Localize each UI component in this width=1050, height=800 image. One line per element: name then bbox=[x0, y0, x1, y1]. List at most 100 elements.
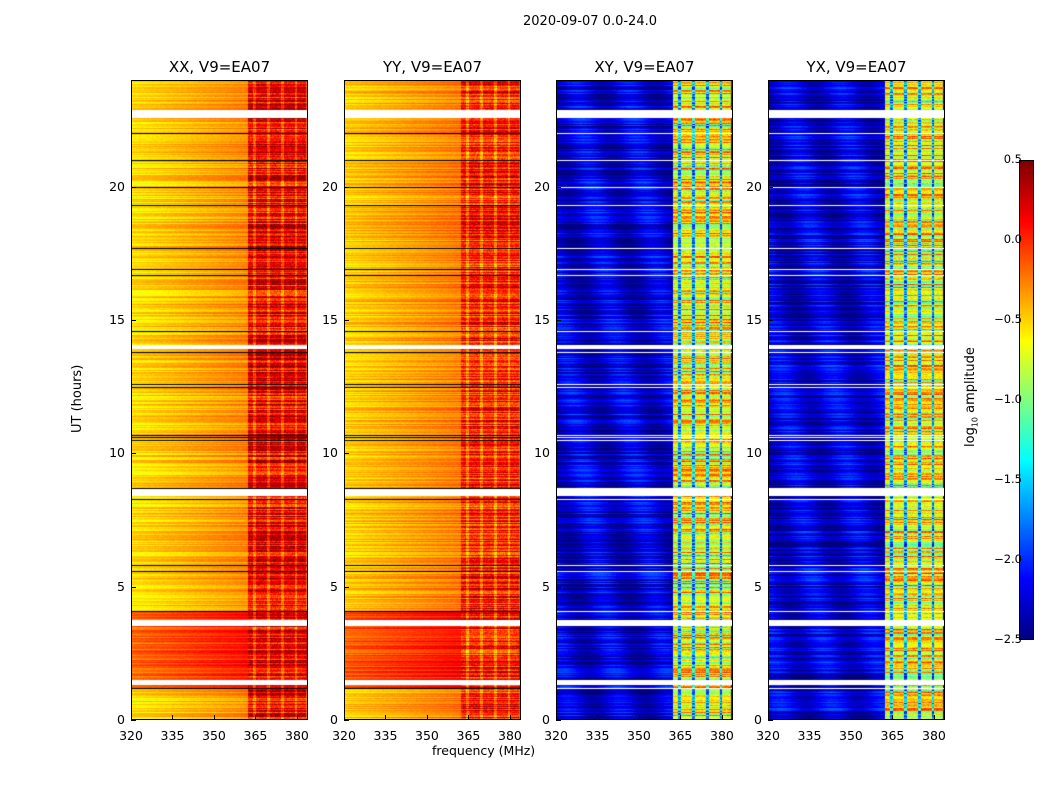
heatmap-panel: XX, V9=EA07 320 335 350 365 380 0 5 10 15 20 bbox=[109, 58, 309, 743]
x-tick-label: 320 bbox=[756, 728, 780, 743]
y-tick-label: 20 bbox=[109, 178, 125, 194]
x-tick-label: 365 bbox=[243, 728, 268, 743]
y-tick-mark bbox=[344, 186, 349, 188]
y-tick-label: 15 bbox=[322, 312, 338, 327]
heatmap-panel: XY, V9=EA07 320 335 350 365 380 0 5 10 15 20 bbox=[534, 58, 734, 743]
y-tick-label: 10 bbox=[109, 445, 125, 461]
x-tick-label: 350 bbox=[627, 728, 651, 743]
colorbar-tick-label: 0.0 bbox=[1003, 232, 1022, 246]
x-tick-label: 380 bbox=[285, 728, 309, 743]
x-tick-label: 335 bbox=[797, 728, 822, 743]
x-tick-label: 335 bbox=[160, 728, 185, 743]
y-tick-mark bbox=[768, 453, 773, 455]
y-tick-label: 10 bbox=[746, 445, 762, 461]
x-tick-mark bbox=[892, 715, 894, 720]
heatmap-image bbox=[344, 80, 521, 720]
x-tick-label: 350 bbox=[415, 728, 439, 743]
colorbar-label: log10 amplitude bbox=[963, 347, 980, 447]
colorbar-label-sub: 10 bbox=[970, 416, 980, 428]
y-tick-mark bbox=[131, 586, 136, 588]
y-tick-label: 5 bbox=[117, 578, 125, 594]
y-tick-mark bbox=[131, 720, 136, 721]
x-tick-label: 380 bbox=[922, 728, 946, 743]
x-tick-mark bbox=[255, 715, 257, 720]
x-tick-mark bbox=[809, 715, 811, 720]
y-tick-mark bbox=[131, 453, 136, 455]
y-tick-mark bbox=[344, 453, 349, 455]
colorbar-tick-label: 0.5 bbox=[1003, 152, 1022, 166]
x-tick-mark bbox=[850, 715, 852, 720]
heatmap-panel: YX, V9=EA07 320 335 350 365 380 0 5 10 15 20 bbox=[746, 58, 946, 743]
y-tick-label: 15 bbox=[746, 312, 762, 327]
panel-title: YY, V9=EA07 bbox=[382, 58, 483, 76]
y-tick-label: 15 bbox=[534, 312, 550, 327]
x-tick-label: 335 bbox=[585, 728, 610, 743]
colorbar-tick-label: −0.5 bbox=[994, 312, 1022, 326]
panel-title: XX, V9=EA07 bbox=[168, 58, 271, 76]
y-tick-mark bbox=[556, 586, 561, 588]
x-tick-mark bbox=[933, 715, 935, 720]
y-tick-label: 10 bbox=[534, 445, 550, 461]
x-tick-label: 380 bbox=[710, 728, 734, 743]
x-tick-label: 365 bbox=[668, 728, 693, 743]
x-tick-mark bbox=[556, 715, 557, 720]
y-tick-label: 5 bbox=[542, 578, 550, 594]
y-tick-mark bbox=[556, 453, 561, 455]
y-tick-label: 0 bbox=[330, 712, 338, 727]
x-tick-mark bbox=[426, 715, 428, 720]
x-tick-mark bbox=[468, 715, 470, 720]
colorbar-label-text: amplitude bbox=[963, 347, 978, 417]
x-tick-mark bbox=[213, 715, 215, 720]
y-tick-label: 0 bbox=[542, 712, 550, 727]
x-tick-mark bbox=[509, 715, 511, 720]
colorbar-tick-label: −2.5 bbox=[994, 632, 1022, 646]
x-tick-label: 335 bbox=[373, 728, 398, 743]
panel-title: XY, V9=EA07 bbox=[594, 58, 695, 76]
x-tick-label: 320 bbox=[544, 728, 568, 743]
y-tick-mark bbox=[556, 186, 561, 188]
y-tick-label: 20 bbox=[534, 178, 550, 194]
x-tick-label: 365 bbox=[880, 728, 905, 743]
x-tick-mark bbox=[721, 715, 723, 720]
heatmap-image bbox=[556, 80, 733, 720]
y-tick-mark bbox=[556, 720, 561, 721]
x-tick-mark bbox=[680, 715, 682, 720]
x-tick-label: 320 bbox=[119, 728, 143, 743]
figure-title: 2020-09-07 0.0-24.0 bbox=[523, 14, 657, 29]
x-tick-mark bbox=[131, 715, 132, 720]
y-tick-mark bbox=[131, 320, 136, 321]
x-tick-label: 365 bbox=[456, 728, 481, 743]
colorbar bbox=[1019, 160, 1034, 640]
y-tick-mark bbox=[344, 320, 349, 321]
y-tick-mark bbox=[768, 320, 773, 321]
panel-title: YX, V9=EA07 bbox=[806, 58, 907, 76]
y-tick-label: 15 bbox=[109, 312, 125, 327]
y-tick-mark bbox=[768, 586, 773, 588]
colorbar-label-log: log bbox=[963, 427, 978, 447]
colorbar-tick-label: −2.0 bbox=[994, 552, 1022, 566]
y-tick-mark bbox=[131, 186, 136, 188]
y-tick-label: 10 bbox=[322, 445, 338, 461]
heatmap-image bbox=[768, 80, 945, 720]
x-tick-label: 320 bbox=[332, 728, 356, 743]
y-tick-mark bbox=[768, 186, 773, 188]
y-tick-label: 0 bbox=[117, 712, 125, 727]
y-tick-label: 20 bbox=[746, 178, 762, 194]
y-tick-mark bbox=[344, 586, 349, 588]
x-axis-label: frequency (MHz) bbox=[432, 743, 536, 758]
x-tick-label: 380 bbox=[498, 728, 522, 743]
y-tick-label: 0 bbox=[754, 712, 762, 727]
y-tick-label: 20 bbox=[322, 178, 338, 194]
y-tick-label: 5 bbox=[754, 578, 762, 594]
x-tick-mark bbox=[296, 715, 298, 720]
y-tick-mark bbox=[556, 320, 561, 321]
y-axis-label: UT (hours) bbox=[70, 364, 85, 433]
colorbar-tick-label: −1.0 bbox=[994, 392, 1022, 406]
heatmap-panel: YY, V9=EA07 320 335 350 365 380 0 5 10 15 20 bbox=[322, 58, 522, 743]
x-tick-label: 350 bbox=[839, 728, 863, 743]
x-tick-mark bbox=[344, 715, 345, 720]
x-tick-mark bbox=[768, 715, 769, 720]
y-tick-label: 5 bbox=[330, 578, 338, 594]
x-tick-mark bbox=[172, 715, 174, 720]
heatmap-image bbox=[131, 80, 308, 720]
